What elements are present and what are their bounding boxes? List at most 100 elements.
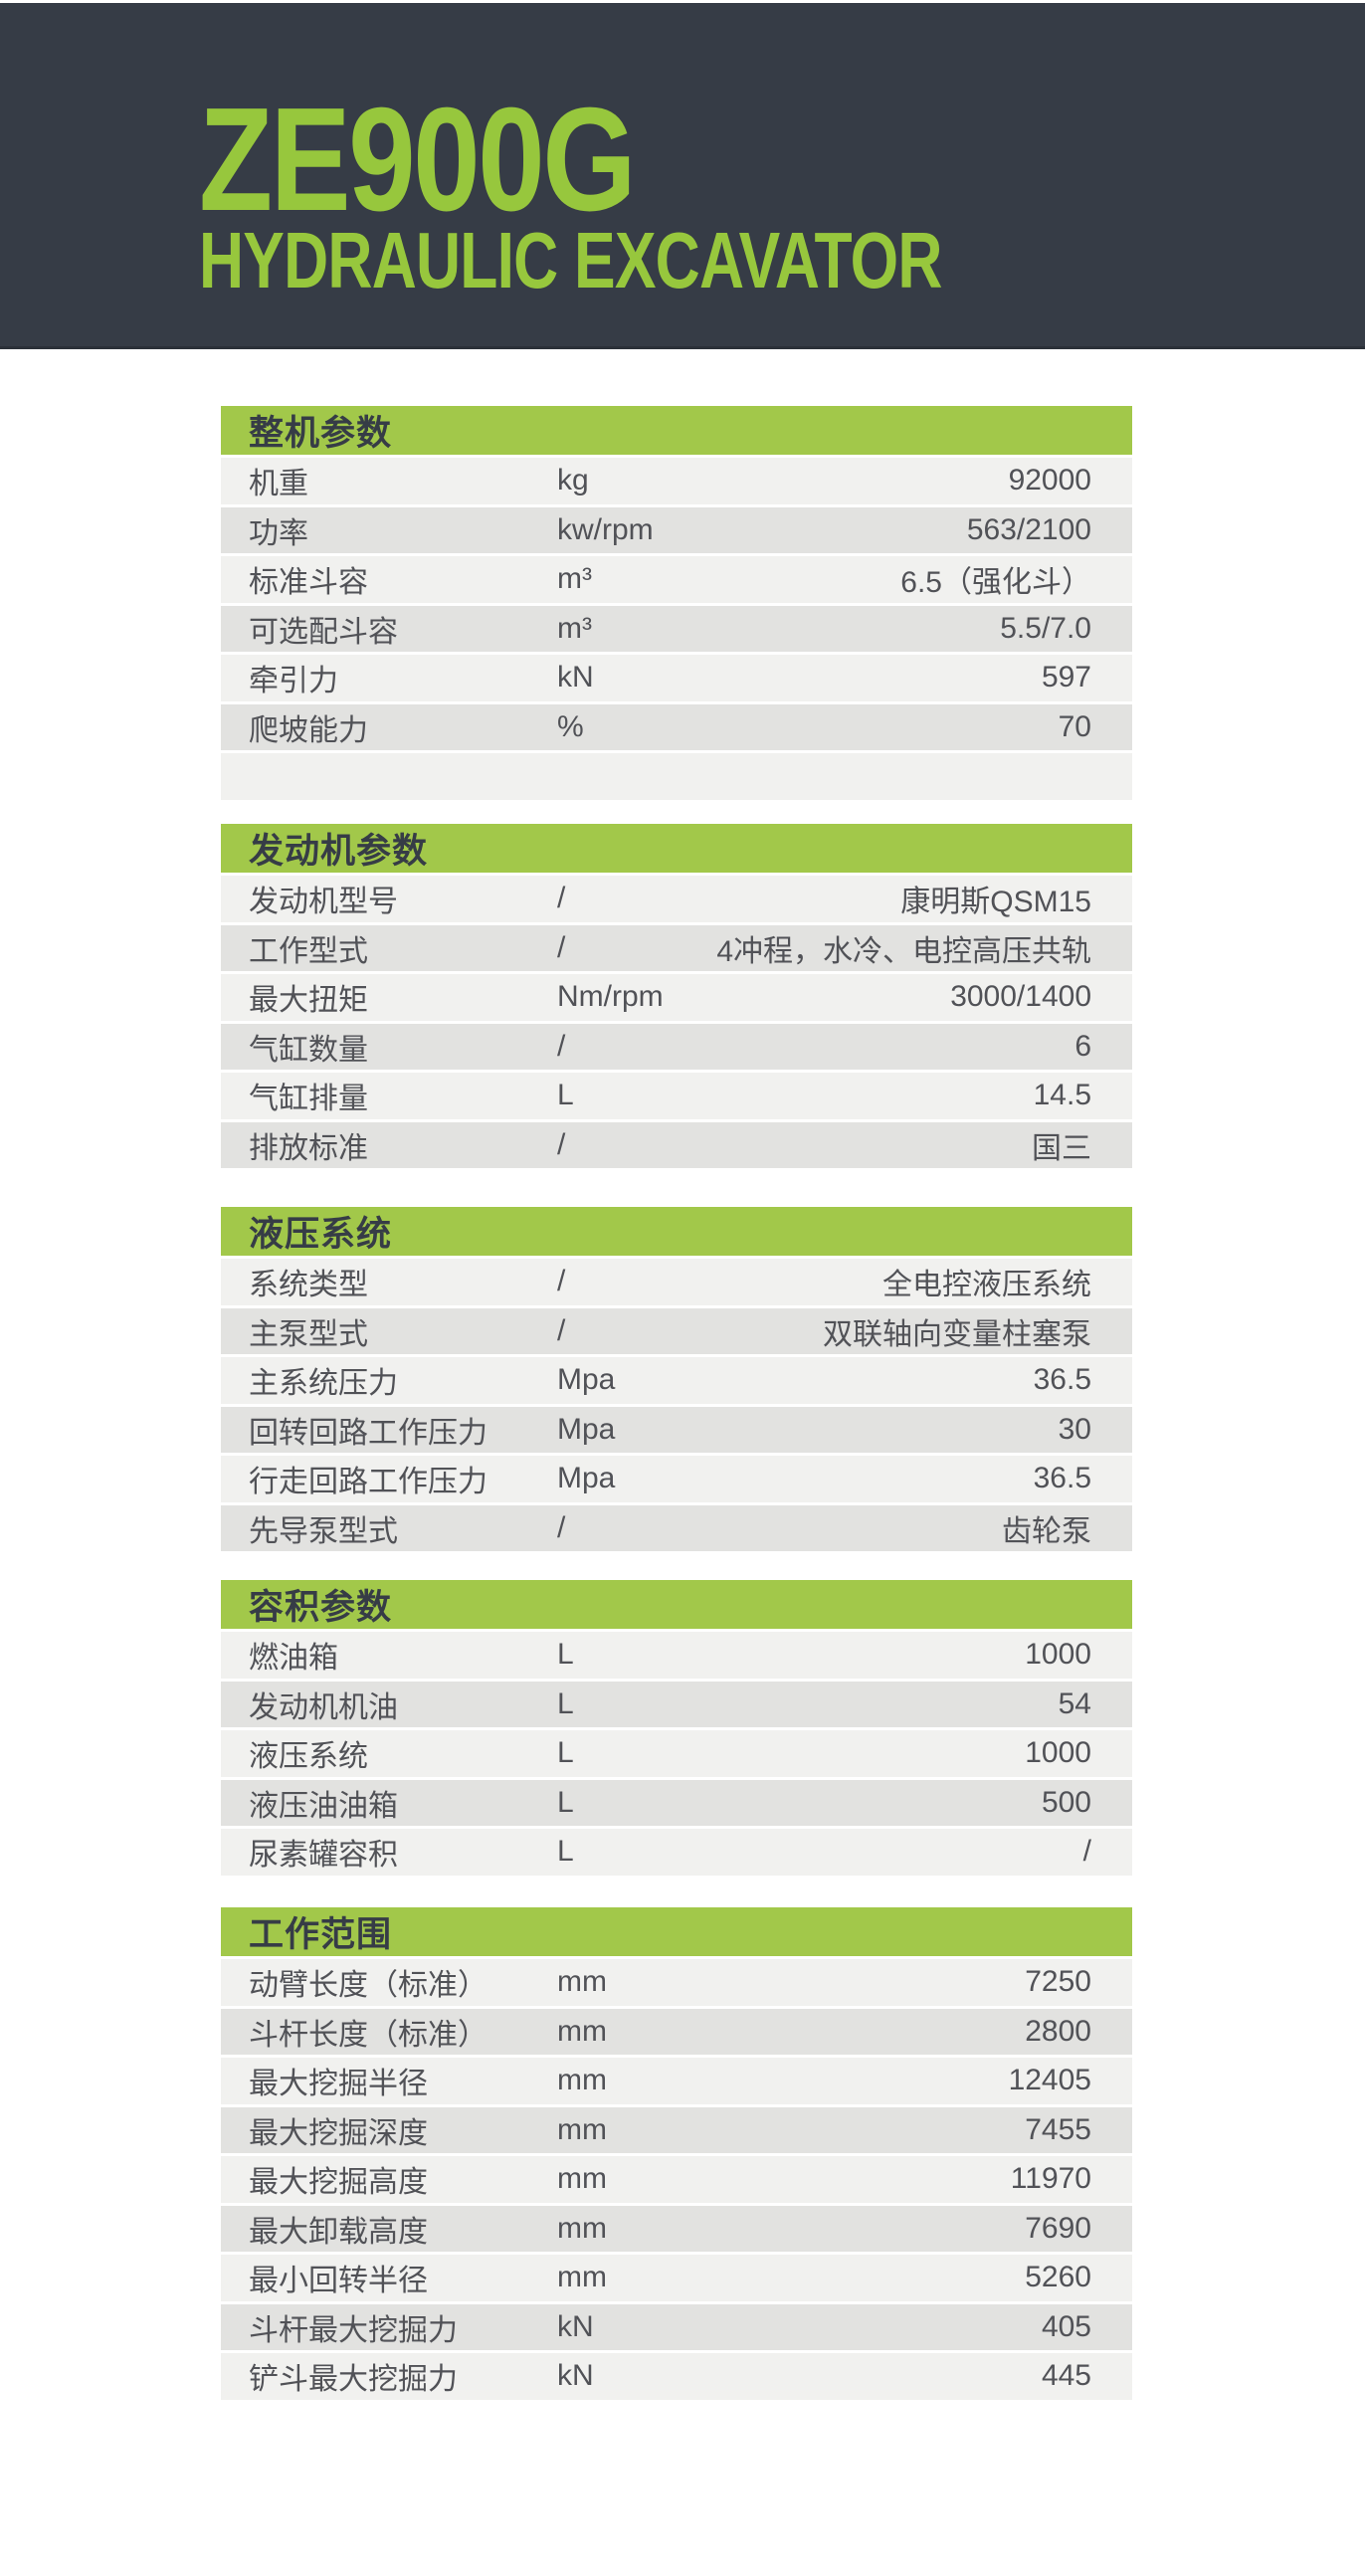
table-row: 可选配斗容 m³ 5.5/7.0 [221,605,1132,652]
row-label: 系统类型 [249,1269,368,1302]
row-label: 斗杆长度（标准） [249,2018,488,2052]
row-label: 尿素罐容积 [249,1839,398,1873]
table-row: 最大挖掘高度 mm 11970 [221,2156,1132,2203]
row-value: 405 [1041,2309,1091,2343]
table-row: 气缸排量 L 14.5 [221,1073,1132,1119]
row-label: 液压系统 [249,1740,368,1774]
table-header: 容积参数 [221,1580,1132,1629]
spec-table: 工作范围 动臂长度（标准） mm 7250 斗杆长度（标准） mm 2800 最大挖掘半径 mm… [221,1907,1132,2400]
row-value: 7690 [1025,2211,1091,2245]
table-header: 液压系统 [221,1207,1132,1256]
row-value: 6.5（强化斗） [900,566,1091,600]
row-value: 3000/1400 [950,980,1091,1014]
row-value: 500 [1041,1785,1091,1819]
row-value: 国三 [1032,1131,1091,1165]
row-unit: kN [557,2359,594,2393]
table-title: 整机参数 [249,414,393,453]
table-title: 容积参数 [249,1588,393,1627]
row-unit: % [557,709,584,743]
row-unit: m³ [557,611,592,645]
table-row: 爬坡能力% 70 [221,703,1132,750]
row-unit: mm [557,2211,607,2245]
table-row: 铲斗最大挖掘力 kN 445 [221,2353,1132,2400]
row-label: 动臂长度（标准） [249,1969,488,2003]
row-label: 铲斗最大挖掘力 [249,2363,458,2397]
table-row: 功率 kw/rpm 563/2100 [221,506,1132,553]
row-label: 回转回路工作压力 [249,1416,488,1450]
table-row: 气缸数量 / 6 [221,1023,1132,1070]
table-row: 最小回转半径 mm 5260 [221,2255,1132,2301]
table-header: 整机参数 [221,406,1132,455]
table-row: 工作型式 / 4冲程，水冷、电控高压共轨 [221,924,1132,971]
row-value: 30 [1058,1412,1091,1446]
table-row: 牵引力 kN 597 [221,655,1132,701]
row-unit: Mpa [557,1363,616,1397]
row-unit: kg [557,464,589,497]
table-row: 标准斗容 m³ 6.5（强化斗） [221,556,1132,603]
table-row: 系统类型 / 全电控液压系统 [221,1259,1132,1305]
row-unit: L [557,1079,574,1112]
row-value: 5.5/7.0 [1000,611,1091,645]
table-row: 行走回路工作压力 Mpa 36.5 [221,1456,1132,1502]
table-title: 液压系统 [249,1215,393,1254]
spec-table: 液压系统系统类型 / 全电控液压系统主泵型式 / 双联轴向变量柱塞泵主系统压力 Mpa 36… [221,1207,1132,1551]
row-unit: / [557,1127,566,1161]
row-label: 最大挖掘深度 [249,2116,428,2150]
row-label: 行走回路工作压力 [249,1466,488,1499]
row-label: 发动机机油 [249,1690,398,1724]
row-value: 康明斯QSM15 [900,886,1091,919]
row-value: 4冲程，水冷、电控高压共轨 [716,934,1091,968]
table-row: 斗杆最大挖掘力 kN 405 [221,2303,1132,2350]
row-unit: Mpa [557,1462,616,1495]
row-unit: kw/rpm [557,512,654,546]
row-label: 主泵型式 [249,1317,368,1351]
spec-table: 容积参数 燃油箱 L 1000 发动机机油 L 54 液压系统 L 1000 液压油油箱 L 500 尿素… [221,1580,1132,1876]
table-row: 液压油油箱 L 500 [221,1779,1132,1826]
row-value: 14.5 [1033,1079,1091,1112]
row-value: 54 [1058,1686,1091,1720]
table-row: 回转回路工作压力 Mpa 30 [221,1406,1132,1453]
row-unit: mm [557,2261,607,2294]
row-label: 爬坡能力 [249,713,368,747]
row-label: 最大卸载高度 [249,2215,428,2249]
row-unit: mm [557,2112,607,2146]
row-value: / [1082,1835,1091,1869]
row-value: 6 [1074,1029,1091,1063]
table-row: 主系统压力 Mpa 36.5 [221,1357,1132,1404]
row-unit: L [557,1736,574,1770]
row-label: 最大挖掘半径 [249,2068,428,2101]
table-row: 发动机机油 L 54 [221,1681,1132,1727]
row-unit: kN [557,2309,594,2343]
row-label: 斗杆最大挖掘力 [249,2313,458,2347]
row-label: 功率 [249,516,308,550]
spec-table: 整机参数 机重 kg 92000 功率 kw/rpm 563/2100 标准斗容 m³ 6.5（强… [221,406,1132,800]
row-value: 齿轮泵 [1002,1514,1091,1548]
row-unit: / [557,1265,566,1298]
row-value: 92000 [1008,464,1091,497]
row-value: 双联轴向变量柱塞泵 [823,1317,1091,1351]
row-label: 标准斗容 [249,566,368,600]
row-unit: / [557,1029,566,1063]
row-value: 全电控液压系统 [882,1269,1091,1302]
row-unit: / [557,1313,566,1347]
row-label: 排放标准 [249,1131,368,1165]
table-row: 排放标准 / 国三 [221,1121,1132,1168]
row-value: 7250 [1025,1965,1091,1999]
table-row: 尿素罐容积 L / [221,1829,1132,1876]
row-unit: L [557,1785,574,1819]
table-header: 工作范围 [221,1907,1132,1956]
table-title: 发动机参数 [249,832,429,871]
model-title: ZE900G [199,78,637,242]
row-unit: m³ [557,562,592,596]
row-value: 11970 [1010,2162,1091,2196]
row-label: 最小回转半径 [249,2265,428,2298]
table-row: 液压系统 L 1000 [221,1730,1132,1777]
table-row [221,753,1132,800]
row-unit: kN [557,661,594,694]
row-label: 先导泵型式 [249,1514,398,1548]
row-value: 70 [1058,709,1091,743]
table-row: 先导泵型式 / 齿轮泵 [221,1504,1132,1551]
row-unit: Nm/rpm [557,980,664,1014]
row-label: 气缸排量 [249,1083,368,1116]
